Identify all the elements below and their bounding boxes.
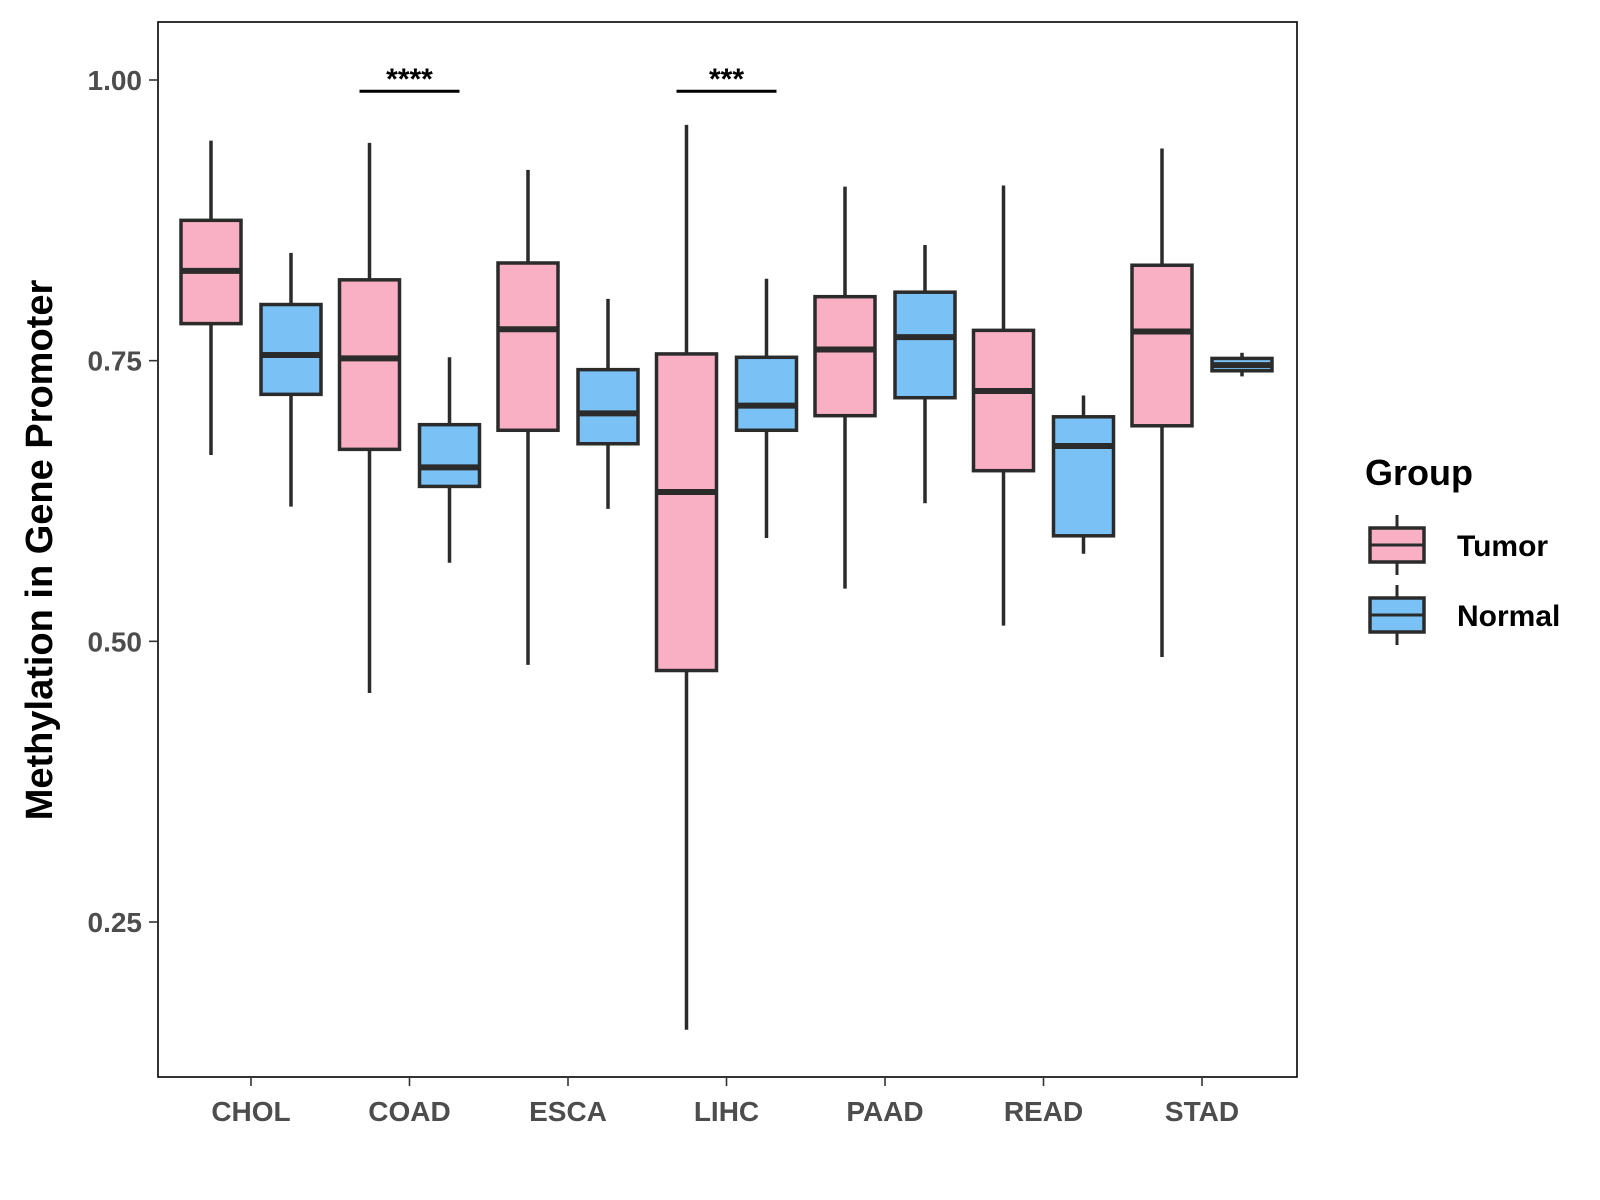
box-tumor-lihc <box>654 124 719 1030</box>
boxes-layer <box>179 124 1274 1030</box>
legend-label: Normal <box>1457 600 1560 633</box>
box-tumor-coad <box>337 142 402 693</box>
significance-label: *** <box>709 63 744 96</box>
y-tick-label: 0.25 <box>88 907 143 938</box>
significance-annotations: **** *** <box>359 63 777 96</box>
box-normal-lihc <box>734 278 799 539</box>
box-normal-paad <box>893 245 957 504</box>
x-tick-label-lihc: LIHC <box>694 1096 759 1127</box>
iqr-box <box>734 355 799 433</box>
box-tumor-stad <box>1130 148 1194 658</box>
x-axis-ticks: CHOL COAD ESCA LIHC PAAD READ STAD <box>211 1077 1239 1127</box>
iqr-box <box>337 278 402 452</box>
x-tick-label-esca: ESCA <box>529 1096 607 1127</box>
box-normal-stad <box>1210 352 1274 377</box>
x-tick-label-paad: PAAD <box>846 1096 923 1127</box>
box-normal-read <box>1051 395 1116 554</box>
x-tick-label-read: READ <box>1004 1096 1083 1127</box>
box-normal-esca <box>576 298 640 509</box>
iqr-box <box>813 294 877 418</box>
iqr-box <box>496 261 560 433</box>
box-tumor-paad <box>813 186 877 589</box>
legend-title: Group <box>1365 452 1473 493</box>
plot-panel <box>157 21 1298 1078</box>
y-tick-label: 0.75 <box>88 346 143 377</box>
legend-entries: Tumor Normal <box>1368 515 1560 645</box>
box-tumor-esca <box>496 169 560 665</box>
x-tick-label-coad: COAD <box>368 1096 450 1127</box>
legend-label: Tumor <box>1457 530 1548 563</box>
legend-entry-tumor: Tumor <box>1368 515 1548 575</box>
iqr-box <box>417 422 482 489</box>
iqr-box <box>893 290 957 400</box>
x-tick-label-stad: STAD <box>1165 1096 1239 1127</box>
y-tick-label: 0.50 <box>88 626 143 657</box>
box-normal-chol <box>259 252 323 507</box>
y-tick-label: 1.00 <box>88 65 143 96</box>
legend-entry-normal: Normal <box>1368 585 1560 645</box>
box-normal-coad <box>417 357 482 563</box>
iqr-box <box>654 352 719 673</box>
y-axis-ticks: 0.25 0.50 0.75 1.00 <box>88 65 158 938</box>
iqr-box <box>259 302 323 397</box>
iqr-box <box>1051 415 1116 538</box>
y-axis-title: Methylation in Gene Promoter <box>19 280 61 821</box>
legend: Group Tumor Normal <box>1365 452 1560 645</box>
iqr-box <box>576 367 640 446</box>
significance-label: **** <box>386 63 433 96</box>
box-tumor-chol <box>179 140 243 455</box>
box-tumor-read <box>971 185 1036 626</box>
x-tick-label-chol: CHOL <box>211 1096 290 1127</box>
iqr-box <box>971 328 1036 473</box>
iqr-box <box>1130 263 1194 428</box>
